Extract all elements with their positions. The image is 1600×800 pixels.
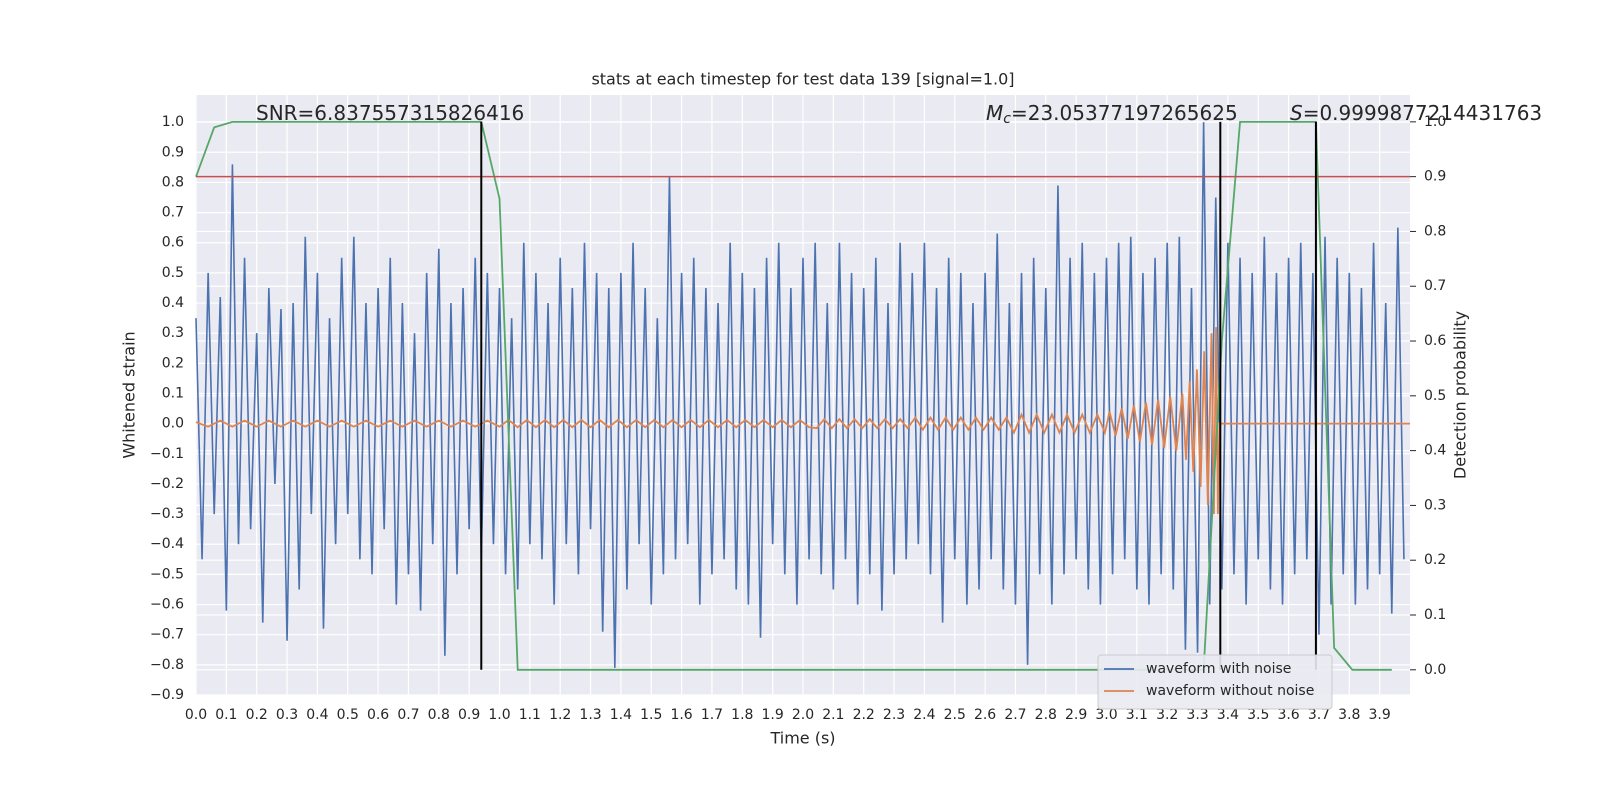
y-tick-label: −0.6 (150, 597, 184, 613)
x-tick-label: 3.2 (1156, 707, 1178, 723)
y2-tick-label: 0.9 (1424, 169, 1446, 185)
y2-tick-label: 1.0 (1424, 114, 1446, 130)
x-tick-label: 1.3 (579, 707, 601, 723)
y-axis-label: Whitened strain (120, 331, 139, 458)
x-tick-label: 3.7 (1308, 707, 1330, 723)
x-tick-label: 2.4 (913, 707, 935, 723)
x-tick-label: 1.7 (701, 707, 723, 723)
y-tick-label: −0.5 (150, 566, 184, 582)
legend-label: waveform with noise (1146, 661, 1291, 677)
x-tick-label: 3.9 (1369, 707, 1391, 723)
y-tick-label: −0.9 (150, 687, 184, 703)
x-tick-label: 1.6 (670, 707, 692, 723)
x-tick-label: 2.0 (792, 707, 814, 723)
y-tick-label: −0.8 (150, 657, 184, 673)
y-tick-label: −0.1 (150, 446, 184, 462)
y2-tick-label: 0.2 (1424, 552, 1446, 568)
x-tick-label: 0.2 (246, 707, 268, 723)
y-tick-label: 0.7 (162, 205, 184, 221)
x-tick-label: 0.4 (306, 707, 328, 723)
annotation-symbol: S (1290, 101, 1303, 125)
x-tick-label: 2.5 (944, 707, 966, 723)
x-tick-label: 0.0 (185, 707, 207, 723)
y-tick-label: −0.7 (150, 627, 184, 643)
annotation: Mc=23.05377197265625 (986, 101, 1238, 128)
x-tick-label: 2.6 (974, 707, 996, 723)
legend-box (1097, 654, 1333, 710)
y-tick-label: −0.2 (150, 476, 184, 492)
x-tick-label: 0.5 (337, 707, 359, 723)
y2-tick-label: 0.4 (1424, 443, 1446, 459)
y-tick-label: 0.5 (162, 265, 184, 281)
annotation-text: SNR=6.837557315826416 (256, 101, 524, 125)
y-tick-label: 0.8 (162, 174, 184, 190)
x-tick-label: 1.1 (519, 707, 541, 723)
y-tick-label: 0.2 (162, 355, 184, 371)
y-tick-label: 0.3 (162, 325, 184, 341)
x-tick-label: 0.8 (428, 707, 450, 723)
x-tick-label: 1.2 (549, 707, 571, 723)
x-tick-label: 1.0 (488, 707, 510, 723)
y-tick-label: 0.4 (162, 295, 184, 311)
x-tick-label: 3.4 (1217, 707, 1239, 723)
y2-axis-label: Detection probability (1451, 311, 1470, 479)
y-tick-label: 1.0 (162, 114, 184, 130)
x-tick-label: 0.6 (367, 707, 389, 723)
y-tick-label: 0.0 (162, 416, 184, 432)
x-tick-label: 2.8 (1035, 707, 1057, 723)
x-tick-label: 1.4 (610, 707, 632, 723)
x-tick-label: 1.8 (731, 707, 753, 723)
y2-tick-label: 0.5 (1424, 388, 1446, 404)
y2-tick-label: 0.3 (1424, 497, 1446, 513)
y-tick-label: 0.6 (162, 235, 184, 251)
x-tick-label: 0.7 (397, 707, 419, 723)
x-tick-label: 3.1 (1126, 707, 1148, 723)
x-axis-label: Time (s) (769, 729, 835, 748)
annotation-symbol: M (986, 101, 1003, 125)
x-tick-label: 3.0 (1095, 707, 1117, 723)
x-tick-label: 3.6 (1277, 707, 1299, 723)
y-tick-label: −0.3 (150, 506, 184, 522)
x-tick-label: 2.2 (853, 707, 875, 723)
series-line (195, 122, 1405, 668)
x-tick-label: 2.7 (1004, 707, 1026, 723)
x-tick-label: 0.1 (215, 707, 237, 723)
x-tick-label: 1.5 (640, 707, 662, 723)
x-tick-label: 3.5 (1247, 707, 1269, 723)
annotation-text: =23.05377197265625 (1011, 101, 1238, 125)
annotation-subscript: c (1003, 111, 1011, 127)
annotation: S=0.9999877214431763 (1290, 101, 1542, 125)
x-tick-label: 2.3 (883, 707, 905, 723)
series-line (195, 327, 1410, 515)
annotation: SNR=6.837557315826416 (256, 101, 524, 125)
annotation-text: =0.9999877214431763 (1303, 101, 1542, 125)
x-tick-label: 2.1 (822, 707, 844, 723)
x-tick-label: 3.8 (1338, 707, 1360, 723)
y2-tick-label: 0.6 (1424, 333, 1446, 349)
y2-tick-label: 0.1 (1424, 607, 1446, 623)
x-tick-label: 2.9 (1065, 707, 1087, 723)
chart-title: stats at each timestep for test data 139… (591, 70, 1014, 89)
y2-tick-label: 0.7 (1424, 278, 1446, 294)
y-tick-label: 0.9 (162, 144, 184, 160)
y-tick-label: 0.1 (162, 385, 184, 401)
x-tick-label: 0.3 (276, 707, 298, 723)
y2-tick-label: 0.0 (1424, 662, 1446, 678)
x-tick-label: 3.3 (1186, 707, 1208, 723)
x-tick-label: 0.9 (458, 707, 480, 723)
y2-tick-label: 0.8 (1424, 223, 1446, 239)
x-tick-label: 1.9 (762, 707, 784, 723)
y-tick-label: −0.4 (150, 536, 184, 552)
legend-label: waveform without noise (1146, 683, 1314, 699)
